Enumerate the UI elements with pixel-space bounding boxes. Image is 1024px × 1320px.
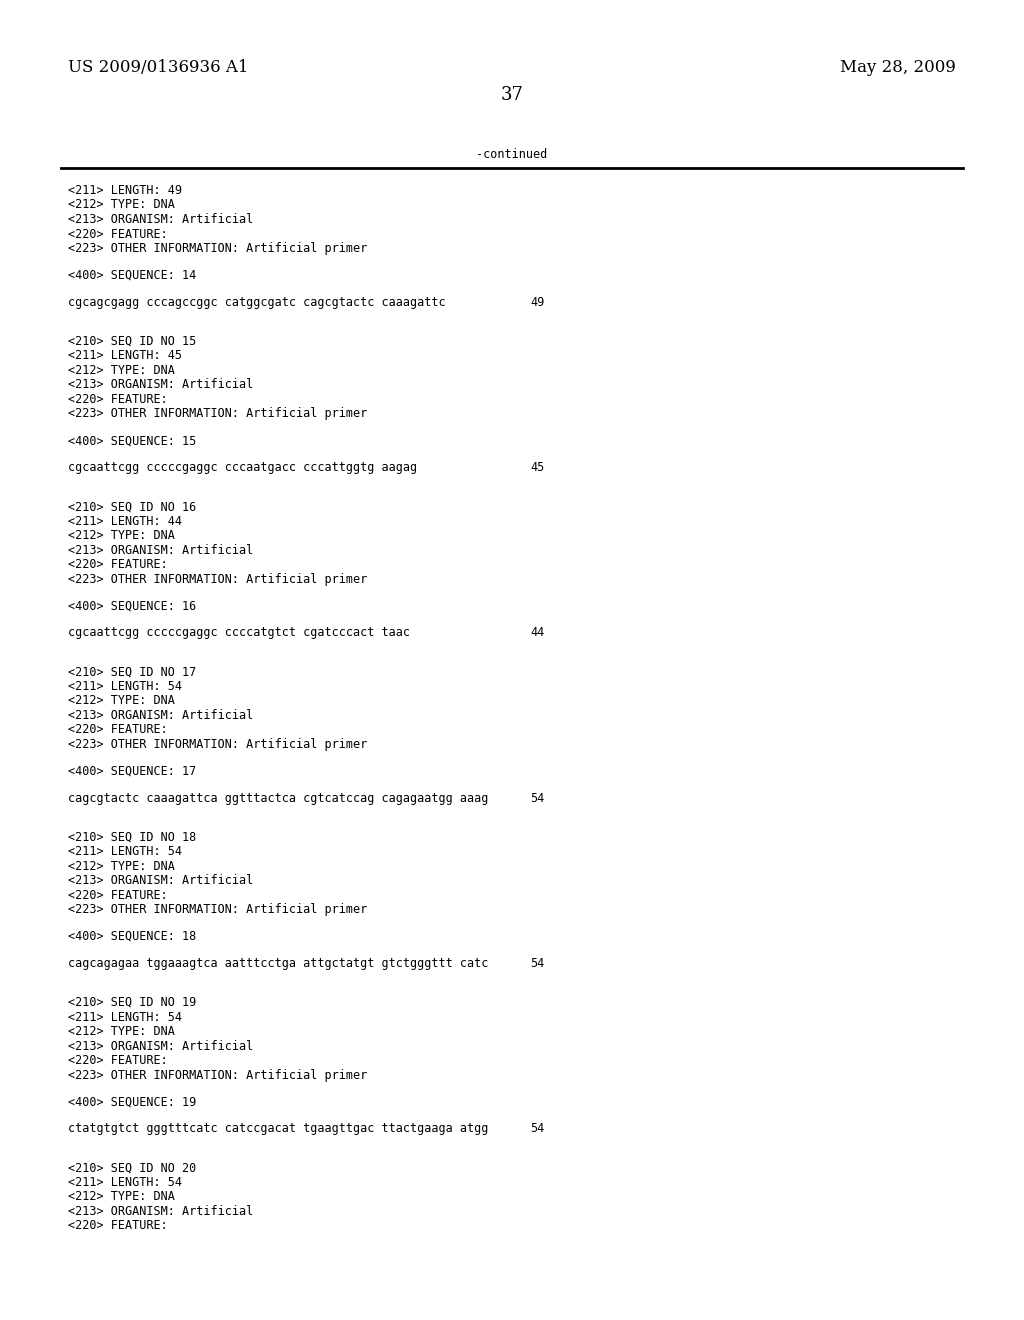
Text: -continued: -continued <box>476 149 548 161</box>
Text: <220> FEATURE:: <220> FEATURE: <box>68 393 168 405</box>
Text: <223> OTHER INFORMATION: Artificial primer: <223> OTHER INFORMATION: Artificial prim… <box>68 903 368 916</box>
Text: <220> FEATURE:: <220> FEATURE: <box>68 227 168 240</box>
Text: <220> FEATURE:: <220> FEATURE: <box>68 1220 168 1233</box>
Text: <212> TYPE: DNA: <212> TYPE: DNA <box>68 1191 175 1204</box>
Text: <210> SEQ ID NO 17: <210> SEQ ID NO 17 <box>68 665 197 678</box>
Text: <211> LENGTH: 54: <211> LENGTH: 54 <box>68 1011 182 1023</box>
Text: <223> OTHER INFORMATION: Artificial primer: <223> OTHER INFORMATION: Artificial prim… <box>68 573 368 586</box>
Text: 49: 49 <box>530 296 544 309</box>
Text: <212> TYPE: DNA: <212> TYPE: DNA <box>68 859 175 873</box>
Text: <212> TYPE: DNA: <212> TYPE: DNA <box>68 1026 175 1038</box>
Text: US 2009/0136936 A1: US 2009/0136936 A1 <box>68 59 249 77</box>
Text: <212> TYPE: DNA: <212> TYPE: DNA <box>68 694 175 708</box>
Text: cgcagcgagg cccagccggc catggcgatc cagcgtactc caaagattc: cgcagcgagg cccagccggc catggcgatc cagcgta… <box>68 296 445 309</box>
Text: <220> FEATURE:: <220> FEATURE: <box>68 1053 168 1067</box>
Text: <213> ORGANISM: Artificial: <213> ORGANISM: Artificial <box>68 709 253 722</box>
Text: 45: 45 <box>530 461 544 474</box>
Text: <220> FEATURE:: <220> FEATURE: <box>68 723 168 737</box>
Text: <211> LENGTH: 45: <211> LENGTH: 45 <box>68 350 182 362</box>
Text: <210> SEQ ID NO 15: <210> SEQ ID NO 15 <box>68 335 197 347</box>
Text: <400> SEQUENCE: 15: <400> SEQUENCE: 15 <box>68 434 197 447</box>
Text: <213> ORGANISM: Artificial: <213> ORGANISM: Artificial <box>68 1040 253 1052</box>
Text: <211> LENGTH: 54: <211> LENGTH: 54 <box>68 845 182 858</box>
Text: 54: 54 <box>530 957 544 970</box>
Text: <212> TYPE: DNA: <212> TYPE: DNA <box>68 364 175 376</box>
Text: <400> SEQUENCE: 17: <400> SEQUENCE: 17 <box>68 764 197 777</box>
Text: <223> OTHER INFORMATION: Artificial primer: <223> OTHER INFORMATION: Artificial prim… <box>68 738 368 751</box>
Text: <211> LENGTH: 49: <211> LENGTH: 49 <box>68 183 182 197</box>
Text: <223> OTHER INFORMATION: Artificial primer: <223> OTHER INFORMATION: Artificial prim… <box>68 242 368 255</box>
Text: <213> ORGANISM: Artificial: <213> ORGANISM: Artificial <box>68 379 253 391</box>
Text: <213> ORGANISM: Artificial: <213> ORGANISM: Artificial <box>68 874 253 887</box>
Text: <223> OTHER INFORMATION: Artificial primer: <223> OTHER INFORMATION: Artificial prim… <box>68 408 368 420</box>
Text: cagcgtactc caaagattca ggtttactca cgtcatccag cagagaatgg aaag: cagcgtactc caaagattca ggtttactca cgtcatc… <box>68 792 488 805</box>
Text: <211> LENGTH: 44: <211> LENGTH: 44 <box>68 515 182 528</box>
Text: May 28, 2009: May 28, 2009 <box>840 59 956 77</box>
Text: <210> SEQ ID NO 20: <210> SEQ ID NO 20 <box>68 1162 197 1175</box>
Text: <220> FEATURE:: <220> FEATURE: <box>68 888 168 902</box>
Text: 44: 44 <box>530 626 544 639</box>
Text: <223> OTHER INFORMATION: Artificial primer: <223> OTHER INFORMATION: Artificial prim… <box>68 1068 368 1081</box>
Text: 54: 54 <box>530 1122 544 1135</box>
Text: <210> SEQ ID NO 18: <210> SEQ ID NO 18 <box>68 830 197 843</box>
Text: <220> FEATURE:: <220> FEATURE: <box>68 558 168 572</box>
Text: <400> SEQUENCE: 16: <400> SEQUENCE: 16 <box>68 599 197 612</box>
Text: cgcaattcgg cccccgaggc cccaatgacc cccattggtg aagag: cgcaattcgg cccccgaggc cccaatgacc cccattg… <box>68 461 417 474</box>
Text: <400> SEQUENCE: 14: <400> SEQUENCE: 14 <box>68 269 197 282</box>
Text: 37: 37 <box>501 86 523 104</box>
Text: <212> TYPE: DNA: <212> TYPE: DNA <box>68 529 175 543</box>
Text: cgcaattcgg cccccgaggc ccccatgtct cgatcccact taac: cgcaattcgg cccccgaggc ccccatgtct cgatccc… <box>68 626 410 639</box>
Text: <211> LENGTH: 54: <211> LENGTH: 54 <box>68 680 182 693</box>
Text: <213> ORGANISM: Artificial: <213> ORGANISM: Artificial <box>68 213 253 226</box>
Text: <213> ORGANISM: Artificial: <213> ORGANISM: Artificial <box>68 1205 253 1218</box>
Text: <400> SEQUENCE: 19: <400> SEQUENCE: 19 <box>68 1096 197 1109</box>
Text: ctatgtgtct gggtttcatc catccgacat tgaagttgac ttactgaaga atgg: ctatgtgtct gggtttcatc catccgacat tgaagtt… <box>68 1122 488 1135</box>
Text: <211> LENGTH: 54: <211> LENGTH: 54 <box>68 1176 182 1189</box>
Text: <400> SEQUENCE: 18: <400> SEQUENCE: 18 <box>68 931 197 942</box>
Text: <210> SEQ ID NO 19: <210> SEQ ID NO 19 <box>68 997 197 1008</box>
Text: cagcagagaa tggaaagtca aatttcctga attgctatgt gtctgggttt catc: cagcagagaa tggaaagtca aatttcctga attgcta… <box>68 957 488 970</box>
Text: 54: 54 <box>530 792 544 805</box>
Text: <210> SEQ ID NO 16: <210> SEQ ID NO 16 <box>68 500 197 513</box>
Text: <212> TYPE: DNA: <212> TYPE: DNA <box>68 198 175 211</box>
Text: <213> ORGANISM: Artificial: <213> ORGANISM: Artificial <box>68 544 253 557</box>
